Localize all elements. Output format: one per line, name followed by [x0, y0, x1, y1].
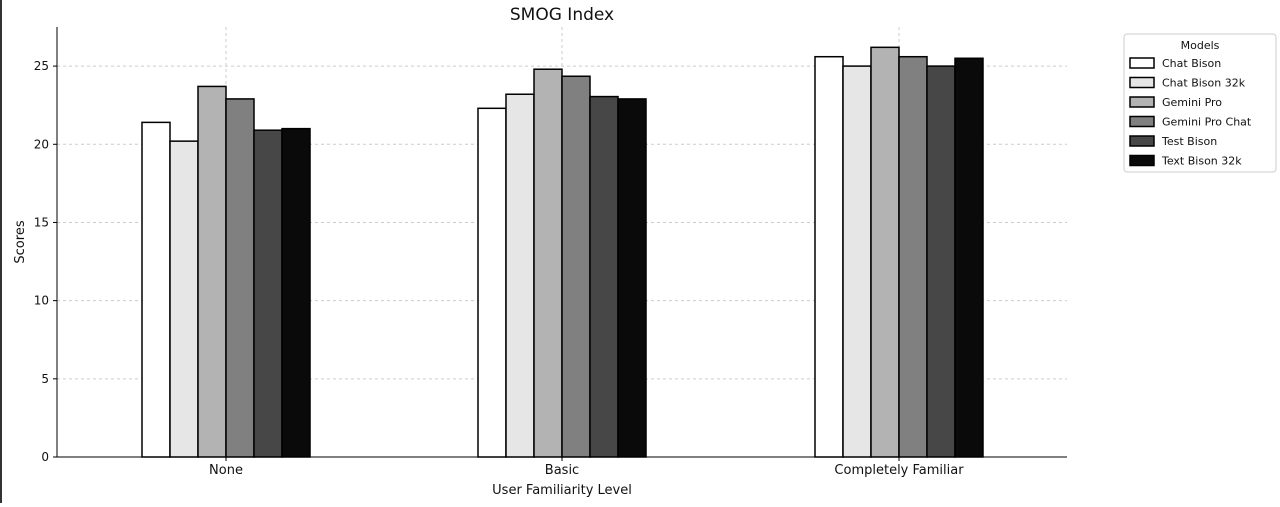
x-tick-label: Completely Familiar	[834, 463, 964, 478]
y-tick-label: 0	[41, 450, 49, 464]
y-tick-label: 15	[34, 215, 49, 229]
bar-gemini-pro	[533, 68, 563, 458]
bar-test-bison	[589, 95, 619, 458]
bar-text-bison-32k	[954, 57, 984, 458]
legend-swatch	[1129, 76, 1155, 89]
bar-chat-bison	[477, 107, 507, 458]
legend-swatch	[1129, 135, 1155, 147]
legend-swatch	[1129, 57, 1155, 69]
legend-entry: Text Bison 32k	[1161, 155, 1242, 168]
legend-swatch	[1129, 154, 1155, 167]
bar-test-bison	[926, 65, 956, 458]
bar-gemini-pro-chat	[898, 55, 928, 458]
bar-chat-bison-32k	[842, 65, 872, 458]
legend-entry: Test Bison	[1161, 135, 1217, 148]
y-axis-label: Scores	[13, 220, 28, 263]
y-tick-label: 25	[34, 59, 49, 73]
bar-gemini-pro	[197, 85, 227, 458]
bar-chat-bison-32k	[169, 140, 199, 458]
legend-entry: Chat Bison	[1162, 57, 1221, 70]
legend-entry: Chat Bison 32k	[1162, 77, 1246, 90]
bar-gemini-pro	[870, 46, 900, 458]
bar-chat-bison	[814, 55, 844, 458]
legend-swatch	[1129, 96, 1155, 108]
chart-title: SMOG Index	[510, 5, 614, 25]
legend-swatch	[1129, 115, 1155, 128]
y-tick-label: 20	[34, 137, 49, 151]
bar-text-bison-32k	[617, 98, 647, 458]
bar-gemini-pro-chat	[225, 98, 255, 458]
bar-text-bison-32k	[281, 127, 311, 458]
y-tick-label: 10	[34, 294, 49, 308]
legend-title: Models	[1181, 39, 1220, 52]
legend-entry: Gemini Pro Chat	[1162, 116, 1252, 129]
y-tick-label: 5	[41, 372, 49, 386]
legend-entry: Gemini Pro	[1162, 96, 1222, 109]
legend: Models Chat Bison Chat Bison 32k Gemini Pr…	[1123, 33, 1277, 173]
x-tick-label: None	[209, 463, 243, 478]
bar-chat-bison	[141, 121, 171, 458]
x-tick-label: Basic	[545, 463, 579, 478]
bar-chat-bison-32k	[505, 93, 535, 458]
bar-gemini-pro-chat	[561, 75, 591, 458]
bar-test-bison	[253, 129, 283, 458]
x-axis-label: User Familiarity Level	[492, 483, 632, 498]
